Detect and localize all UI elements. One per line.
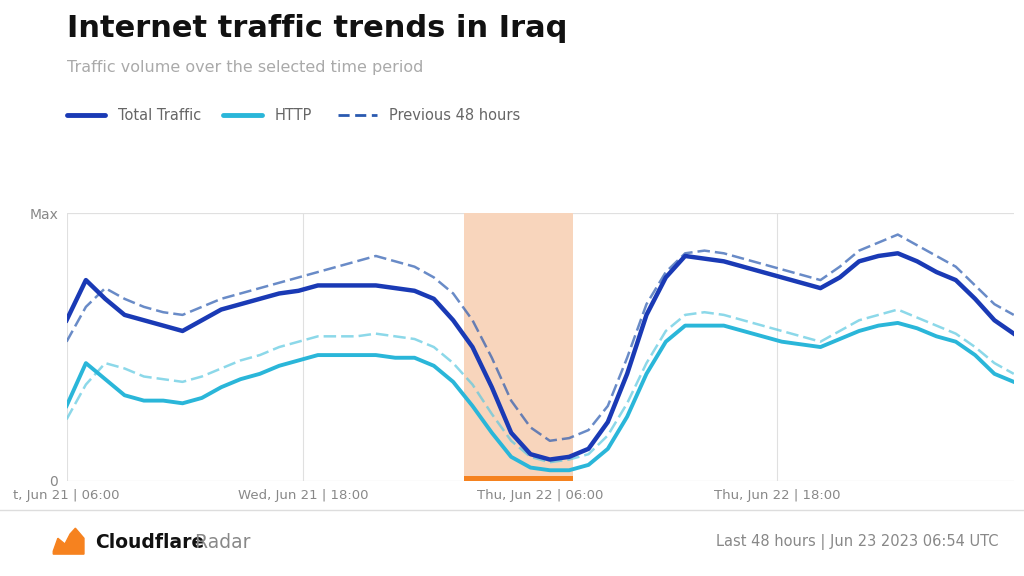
Text: Internet traffic trends in Iraq: Internet traffic trends in Iraq xyxy=(67,14,567,43)
Text: Last 48 hours | Jun 23 2023 06:54 UTC: Last 48 hours | Jun 23 2023 06:54 UTC xyxy=(716,534,998,550)
Text: HTTP: HTTP xyxy=(274,108,311,123)
Polygon shape xyxy=(53,528,84,554)
Text: Previous 48 hours: Previous 48 hours xyxy=(389,108,520,123)
Bar xyxy=(465,213,573,481)
Text: Traffic volume over the selected time period: Traffic volume over the selected time pe… xyxy=(67,60,423,75)
Bar xyxy=(465,476,573,481)
Text: Cloudflare: Cloudflare xyxy=(95,533,205,551)
Text: Total Traffic: Total Traffic xyxy=(118,108,201,123)
Text: Radar: Radar xyxy=(189,533,251,551)
